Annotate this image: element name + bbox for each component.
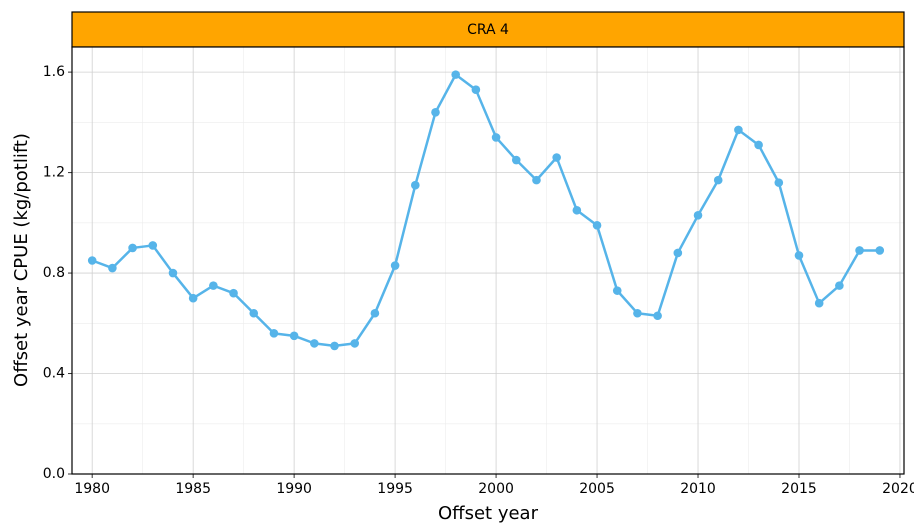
y-tick-label: 1.6 [43, 64, 65, 80]
data-point [310, 339, 319, 348]
x-tick-label: 1990 [276, 481, 312, 497]
data-point [734, 125, 743, 135]
data-point [471, 85, 481, 94]
data-point [612, 286, 622, 295]
data-point [289, 331, 299, 341]
data-point [754, 140, 763, 150]
x-tick-label: 2015 [781, 481, 817, 497]
y-tick-label: 1.2 [43, 165, 65, 181]
data-point [350, 339, 360, 348]
data-point [108, 263, 117, 273]
data-point [411, 180, 420, 190]
data-point [875, 246, 885, 255]
y-tick-label: 0.4 [43, 366, 65, 382]
data-point [855, 246, 864, 255]
x-tick-label: 2000 [478, 481, 514, 497]
x-tick-label: 2005 [579, 481, 615, 497]
data-point [835, 281, 844, 290]
data-point [794, 251, 804, 260]
strip-label: CRA 4 [467, 22, 509, 38]
data-point [188, 293, 198, 303]
data-point [592, 221, 602, 230]
data-point [673, 248, 683, 258]
data-point [552, 153, 561, 162]
data-point [209, 281, 218, 290]
data-point [370, 308, 380, 318]
data-point [128, 243, 137, 253]
x-axis-title: Offset year [438, 503, 539, 524]
data-point [87, 256, 97, 265]
panel-background [72, 47, 904, 474]
y-tick-label: 0.0 [43, 466, 65, 482]
data-point [229, 288, 238, 298]
data-point [148, 241, 158, 250]
data-point [249, 308, 259, 318]
data-point [633, 308, 642, 318]
data-point [431, 108, 440, 117]
y-tick-label: 0.8 [43, 265, 65, 281]
data-point [511, 155, 521, 165]
series-line [91, 73, 880, 348]
data-point [532, 175, 541, 185]
data-point [451, 70, 460, 79]
x-tick-label: 2010 [680, 481, 716, 497]
panel-border [71, 46, 905, 475]
data-point [814, 298, 824, 308]
x-tick-label: 1995 [377, 481, 413, 497]
data-point [269, 329, 279, 338]
y-axis-title: Offset year CPUE (kg/potlift) [11, 133, 32, 387]
data-point [693, 210, 703, 220]
data-point [330, 341, 339, 351]
x-tick-label: 2020 [882, 481, 914, 497]
data-point [491, 133, 501, 142]
data-point [390, 261, 400, 270]
data-point [713, 175, 723, 185]
strip [71, 11, 905, 48]
x-tick-label: 1985 [175, 481, 211, 497]
data-point [168, 268, 178, 278]
data-point [572, 205, 582, 215]
data-point [653, 311, 662, 321]
data-point [774, 178, 784, 187]
x-tick-label: 1980 [74, 481, 110, 497]
